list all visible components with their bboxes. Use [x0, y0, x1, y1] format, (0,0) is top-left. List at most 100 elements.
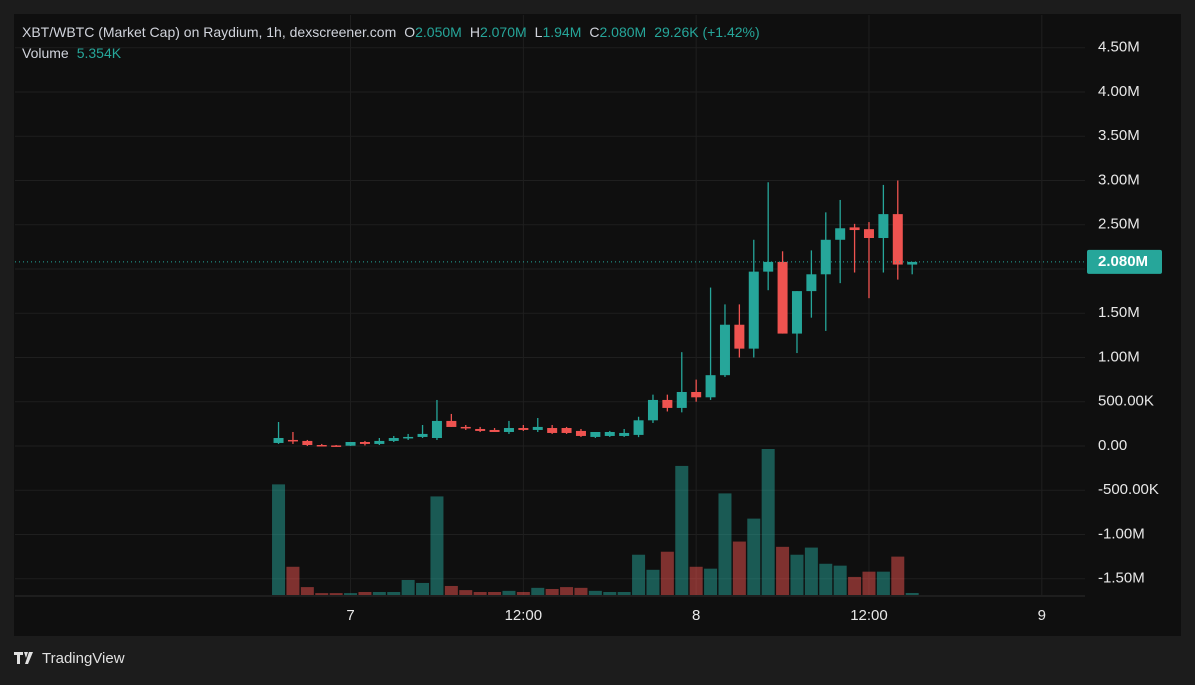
candle-body — [604, 431, 615, 436]
candle-body — [705, 375, 716, 398]
volume-bar — [862, 571, 876, 595]
volume-bar — [560, 587, 574, 595]
volume-bar — [833, 565, 847, 595]
candle-body — [662, 399, 673, 408]
candle-body — [849, 227, 860, 231]
last-price-tag — [1087, 249, 1162, 274]
y-tick-label: 2.50M — [1098, 216, 1140, 233]
candle-body — [287, 439, 298, 442]
volume-bar — [444, 585, 458, 595]
candle-body — [302, 440, 313, 445]
legend-value: 1.94M — [542, 24, 581, 40]
brand-name: TradingView — [42, 650, 125, 667]
candle-body — [532, 426, 543, 430]
brand: TradingView — [14, 650, 125, 667]
y-tick-label: 0.00 — [1098, 437, 1127, 454]
x-tick-label: 7 — [346, 607, 354, 624]
candle-body — [878, 214, 889, 239]
volume-bar — [358, 591, 372, 595]
volume-bar — [416, 582, 430, 595]
volume-bar — [588, 590, 602, 595]
legend-key: O — [404, 24, 415, 40]
candle-body — [345, 441, 356, 446]
volume-bar — [891, 556, 905, 595]
y-tick-label: -1.00M — [1098, 525, 1145, 542]
x-tick-label: 12:00 — [850, 607, 888, 624]
volume-bar — [732, 541, 746, 595]
volume-bar — [459, 590, 473, 595]
y-tick-label: -1.50M — [1098, 570, 1145, 587]
candle-body — [503, 428, 514, 432]
legend-key: H — [470, 24, 480, 40]
candle-body — [403, 436, 414, 439]
volume-bar — [531, 587, 545, 595]
candle-body — [431, 420, 442, 439]
y-tick-label: -500.00K — [1098, 481, 1159, 498]
chart-header: XBT/WBTC (Market Cap) on Raydium, 1h, de… — [22, 24, 760, 40]
volume-bar — [473, 591, 487, 595]
y-tick-label: 4.00M — [1098, 83, 1140, 100]
candle-body — [417, 433, 428, 437]
volume-bar — [804, 547, 818, 595]
volume-value: 5.354K — [77, 45, 122, 61]
volume-bar — [272, 484, 286, 595]
volume-bar — [905, 592, 919, 595]
candle-body — [590, 431, 601, 437]
candle-body — [763, 261, 774, 272]
candle-body — [475, 428, 486, 431]
volume-bar — [315, 593, 329, 595]
volume-bar — [761, 449, 775, 595]
candle-body — [374, 440, 385, 444]
chart-pane — [14, 14, 1181, 636]
volume-bar — [675, 465, 689, 595]
volume-bar — [387, 591, 401, 595]
candle-body — [791, 291, 802, 334]
y-tick-label: 3.50M — [1098, 127, 1140, 144]
volume-bar — [704, 568, 718, 595]
last-price-label: 2.080M — [1098, 253, 1148, 270]
candle-body — [331, 445, 342, 447]
volume-bar — [430, 496, 444, 595]
volume-bar — [876, 571, 890, 595]
candle-body — [820, 239, 831, 275]
candle-body — [734, 324, 745, 349]
volume-bar — [790, 554, 804, 595]
x-tick-label: 12:00 — [505, 607, 543, 624]
candles — [15, 180, 1085, 447]
volume-bar — [646, 569, 660, 595]
volume-bar — [660, 551, 674, 595]
volume-bar — [488, 591, 502, 595]
candle-body — [676, 391, 687, 408]
candle-body — [575, 430, 586, 436]
candle-body — [619, 432, 630, 436]
volume-bar — [819, 563, 833, 595]
volume-bar — [545, 588, 559, 595]
candle-body — [316, 445, 327, 447]
volume-bar — [344, 593, 358, 595]
candle-body — [273, 438, 284, 443]
volume-bar — [776, 546, 790, 595]
chart-title: XBT/WBTC (Market Cap) on Raydium, 1h, de… — [22, 24, 396, 40]
volume-bar — [574, 587, 588, 595]
grid — [15, 15, 1085, 595]
volume-bar — [689, 566, 703, 595]
axes: 4.50M4.00M3.50M3.00M2.50M2.00M1.50M1.00M… — [346, 39, 1162, 624]
volume-bar — [372, 591, 386, 595]
y-tick-label: 500.00K — [1098, 393, 1154, 410]
volume-bar — [603, 591, 617, 595]
volume-pane — [272, 449, 919, 595]
volume-bar — [502, 590, 516, 595]
y-tick-label: 1.00M — [1098, 348, 1140, 365]
candle-body — [748, 271, 759, 349]
candle-body — [835, 228, 846, 240]
x-tick-label: 9 — [1038, 607, 1046, 624]
legend-value: 2.080M — [600, 24, 647, 40]
brand-logo — [14, 652, 33, 664]
volume-bar — [516, 591, 530, 595]
volume-header: Volume 5.354K — [22, 45, 122, 61]
volume-bar — [401, 579, 415, 595]
volume-bar — [617, 591, 631, 595]
legend-key: L — [535, 24, 543, 40]
